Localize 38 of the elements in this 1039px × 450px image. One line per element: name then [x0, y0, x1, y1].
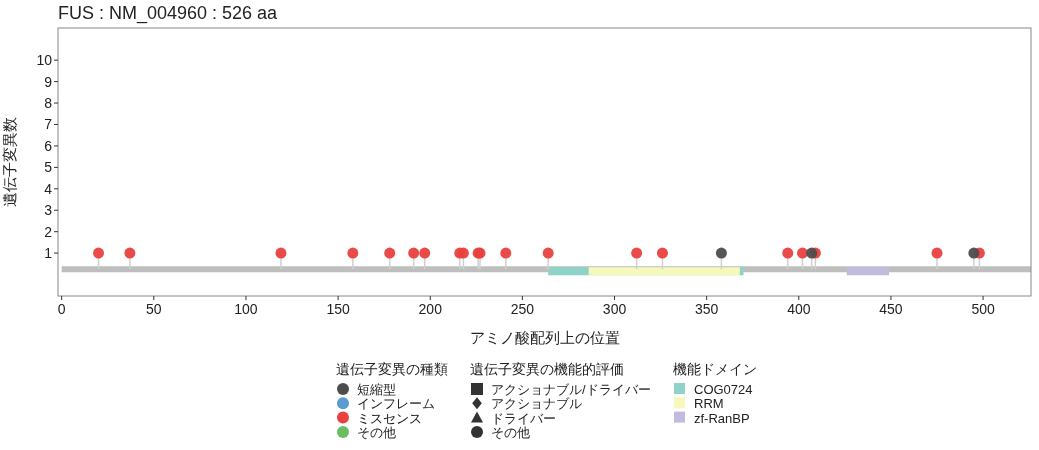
x-tick-label: 250	[510, 301, 535, 317]
y-tick-label: 4	[44, 180, 53, 197]
text: 遺伝子変異の機能的評価	[470, 361, 624, 377]
legend-label: ミスセンス	[357, 410, 422, 426]
text: 遺伝子変異の種類	[336, 361, 448, 377]
y-tick-label: 1	[44, 245, 53, 262]
y-tick-label: 5	[44, 159, 53, 176]
y-axis-title: 遺伝子変異数	[1, 117, 18, 207]
legend-label: zf-RanBP	[694, 410, 750, 426]
x-tick-label: 300	[602, 301, 627, 317]
legend-label: その他	[357, 424, 396, 440]
x-axis-title: アミノ酸配列上の位置	[469, 329, 620, 346]
x-tick-label: 0	[57, 301, 66, 317]
y-tick-label: 9	[44, 73, 53, 90]
legend-label: RRM	[694, 396, 724, 412]
legend-label: その他	[491, 424, 530, 440]
legend-label: インフレーム	[357, 396, 435, 412]
x-tick-label: 350	[694, 301, 719, 317]
y-tick-label: 7	[44, 116, 53, 133]
legend-label: アクショナブル/ドライバー	[491, 382, 651, 397]
x-tick-label: 500	[971, 301, 995, 317]
y-tick-label: 8	[44, 95, 53, 112]
y-tick-label: 3	[44, 202, 53, 219]
x-tick-label: 200	[418, 301, 443, 317]
legend-label: ドライバー	[491, 410, 556, 426]
x-tick-label: 450	[879, 301, 903, 317]
chart-title: FUS : NM_004960 : 526 aa	[58, 3, 279, 24]
y-tick-label: 6	[44, 137, 53, 154]
y-tick-label: 10	[36, 52, 53, 69]
legend-label: COG0724	[694, 382, 753, 397]
x-tick-label: 50	[146, 301, 162, 317]
x-tick-label: 150	[326, 301, 350, 317]
text: 機能ドメイン	[673, 361, 757, 377]
x-tick-label: 100	[234, 301, 258, 317]
x-tick-label: 400	[787, 301, 811, 317]
legend-label: 短縮型	[357, 382, 396, 397]
y-tick-label: 2	[44, 223, 53, 240]
legend-label: アクショナブル	[491, 396, 582, 412]
